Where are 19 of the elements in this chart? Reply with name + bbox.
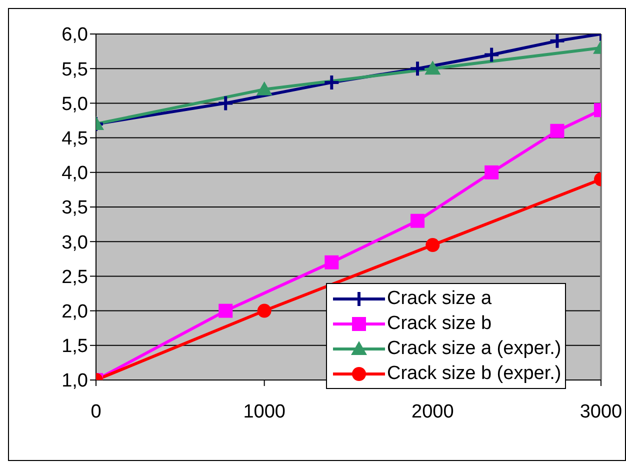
y-tick-label: 1,5 xyxy=(62,336,88,358)
x-tick-label: 3000 xyxy=(580,401,622,422)
legend-label: Crack size b xyxy=(387,312,492,336)
x-tick-label: 1000 xyxy=(243,401,286,422)
y-tick-label: 6,0 xyxy=(62,24,88,46)
y-tick-label: 5,5 xyxy=(62,59,88,80)
y-tick-label: 1,0 xyxy=(62,370,88,392)
y-tick-label: 2,0 xyxy=(62,302,88,323)
x-tick-label: 2000 xyxy=(412,401,454,422)
legend-label: Crack size a xyxy=(387,287,492,311)
legend-label: Crack size a (exper.) xyxy=(387,337,562,361)
y-tick-label: 3,0 xyxy=(62,232,88,254)
y-tick-label: 4,0 xyxy=(62,163,88,184)
legend-label: Crack size b (exper.) xyxy=(387,362,562,386)
y-tick-label: 3,5 xyxy=(62,198,88,219)
y-tick-label: 2,5 xyxy=(62,266,88,288)
y-tick-label: 4,5 xyxy=(62,128,88,150)
x-tick-label: 0 xyxy=(90,401,102,422)
y-tick-label: 5,0 xyxy=(62,94,88,115)
